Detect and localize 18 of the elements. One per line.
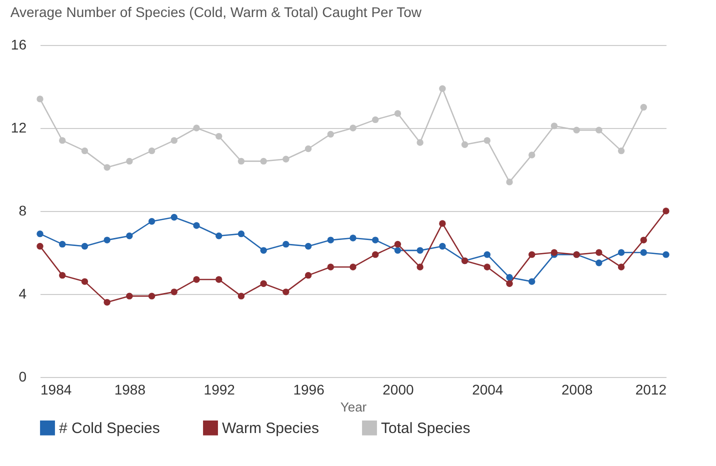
legend-label: Total Species [381, 420, 470, 437]
x-axis-title: Year [340, 400, 368, 414]
chart-title: Average Number of Species (Cold, Warm & Total) Caught Per Tow [10, 4, 422, 20]
y-tick-label: 8 [18, 202, 27, 218]
x-tick-label: 1984 [40, 382, 72, 398]
y-tick-label: 0 [18, 368, 27, 384]
legend-label: Warm Species [222, 420, 319, 437]
x-tick-label: 2008 [561, 382, 593, 398]
x-tick-label: 2000 [382, 382, 414, 398]
x-tick-label: 1988 [114, 382, 146, 398]
x-tick-label: 1996 [293, 382, 325, 398]
x-tick-label: 2012 [635, 382, 667, 398]
x-tick-label: 1992 [204, 382, 236, 398]
y-tick-label: 12 [10, 120, 27, 136]
x-tick-label: 2004 [472, 382, 504, 398]
legend-label: # Cold Species [59, 420, 160, 437]
y-tick-label: 4 [18, 286, 27, 302]
y-tick-label: 16 [10, 36, 27, 52]
